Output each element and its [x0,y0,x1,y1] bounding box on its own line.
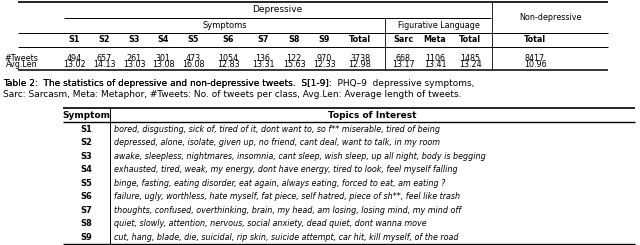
Text: 261: 261 [127,53,141,62]
Text: 14.13: 14.13 [93,60,115,69]
Text: S2: S2 [99,36,109,45]
Text: S4: S4 [157,36,169,45]
Text: 970: 970 [316,53,332,62]
Text: 12.33: 12.33 [313,60,335,69]
Text: bored, disgusting, sick of, tired of it, dont want to, so f** miserable, tired o: bored, disgusting, sick of, tired of it,… [114,124,440,134]
Text: S3: S3 [81,151,92,160]
Text: depressed, alone, isolate, given up, no friend, cant deal, want to talk, in my r: depressed, alone, isolate, given up, no … [114,138,440,147]
Text: 15.63: 15.63 [283,60,305,69]
Text: 668: 668 [396,53,410,62]
Text: Total: Total [349,36,371,45]
Text: Avg.Len: Avg.Len [6,60,38,69]
Text: 12.98: 12.98 [349,60,371,69]
Text: binge, fasting, eating disorder, eat again, always eating, forced to eat, am eat: binge, fasting, eating disorder, eat aga… [114,179,445,187]
Text: 3738: 3738 [350,53,370,62]
Text: 13.02: 13.02 [63,60,85,69]
Text: Table 2:  The statistics of depressive and non-depressive tweets.  S[1-9]:: Table 2: The statistics of depressive an… [3,79,337,88]
Text: Sarc: Sarc [393,36,413,45]
Text: 136: 136 [255,53,271,62]
Text: Table 2:  The statistics of depressive and non-depressive tweets.  S[1-9]:  PHQ–: Table 2: The statistics of depressive an… [3,79,474,88]
Text: 13.08: 13.08 [152,60,174,69]
Text: 494: 494 [67,53,81,62]
Text: Symptoms: Symptoms [202,21,247,30]
Text: S7: S7 [257,36,269,45]
Text: S6: S6 [81,192,92,201]
Text: Depressive: Depressive [252,5,303,14]
Text: 122: 122 [286,53,301,62]
Text: S9: S9 [318,36,330,45]
Text: Meta: Meta [424,36,446,45]
Text: S3: S3 [128,36,140,45]
Text: S4: S4 [81,165,92,174]
Text: S8: S8 [81,219,92,228]
Text: 13.41: 13.41 [424,60,446,69]
Text: thoughts, confused, overthinking, brain, my head, am losing, losing mind, my min: thoughts, confused, overthinking, brain,… [114,206,461,215]
Text: 1106: 1106 [425,53,445,62]
Text: Figurative Language: Figurative Language [397,21,479,30]
Text: 13.24: 13.24 [459,60,481,69]
Text: S6: S6 [222,36,234,45]
Text: S9: S9 [81,233,92,242]
Text: Total: Total [524,36,546,45]
Text: Total: Total [459,36,481,45]
Text: Non-depressive: Non-depressive [519,13,581,22]
Text: S8: S8 [288,36,300,45]
Text: exhausted, tired, weak, my energy, dont have energy, tired to look, feel myself : exhausted, tired, weak, my energy, dont … [114,165,458,174]
Text: 657: 657 [97,53,111,62]
Text: 12.83: 12.83 [217,60,239,69]
Text: S1: S1 [68,36,80,45]
Text: 13.03: 13.03 [123,60,145,69]
Text: S5: S5 [81,179,92,187]
Text: 473: 473 [186,53,200,62]
Text: S7: S7 [81,206,92,215]
Text: #Tweets: #Tweets [4,53,38,62]
Text: 1485: 1485 [460,53,480,62]
Text: cut, hang, blade, die, suicidal, rip skin, suicide attempt, car hit, kill myself: cut, hang, blade, die, suicidal, rip ski… [114,233,458,242]
Text: S2: S2 [81,138,92,147]
Text: 13.17: 13.17 [392,60,414,69]
Text: quiet, slowly, attention, nervous, social anxiety, dead quiet, dont wanna move: quiet, slowly, attention, nervous, socia… [114,219,427,228]
Text: 301: 301 [156,53,170,62]
Text: Table 2:  The statistics of depressive and non-depressive tweets.  S[1-9]:  PHQ–: Table 2: The statistics of depressive an… [3,79,474,88]
Text: 10.96: 10.96 [524,60,547,69]
Text: failure, ugly, worthless, hate myself, fat piece, self hatred, piece of sh**, fe: failure, ugly, worthless, hate myself, f… [114,192,460,201]
Text: 8417: 8417 [525,53,545,62]
Text: Symptom: Symptom [63,110,111,120]
Text: Sarc: Sarcasm, Meta: Metaphor, #Tweets: No. of tweets per class, Avg.Len: Averag: Sarc: Sarcasm, Meta: Metaphor, #Tweets: … [3,90,461,99]
Text: 1054: 1054 [218,53,238,62]
Text: 13.31: 13.31 [252,60,275,69]
Text: Topics of Interest: Topics of Interest [328,110,417,120]
Text: awake, sleepless, nightmares, insomnia, cant sleep, wish sleep, up all night, bo: awake, sleepless, nightmares, insomnia, … [114,151,486,160]
Text: 16.08: 16.08 [182,60,204,69]
Text: S5: S5 [188,36,198,45]
Text: S1: S1 [81,124,92,134]
